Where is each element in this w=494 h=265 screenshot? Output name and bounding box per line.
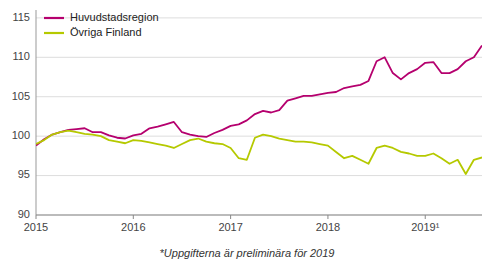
x-tick: [327, 215, 328, 219]
legend: Huvudstadsregion Övriga Finland: [44, 11, 159, 38]
grid-line: [36, 96, 482, 97]
line: [36, 131, 482, 174]
x-tick-label: 2017: [218, 221, 242, 233]
legend-label: Huvudstadsregion: [70, 11, 159, 23]
footnote: *Uppgifterna är preliminära för 2019: [160, 247, 335, 259]
x-tick-label: 2015: [24, 221, 48, 233]
grid-line: [36, 57, 482, 58]
x-axis-line: [36, 215, 482, 216]
y-tick-label: 100: [12, 129, 30, 141]
x-tick: [425, 215, 426, 219]
x-axis: 2015 2016 2017 2018 2019¹: [24, 215, 482, 233]
lines: [36, 45, 482, 174]
line: [36, 45, 482, 145]
y-tick-label: 110: [12, 50, 30, 62]
y-tick-label: 95: [18, 168, 30, 180]
legend-swatch: [44, 32, 64, 34]
x-tick: [36, 215, 37, 219]
grid-line: [36, 175, 482, 176]
y-tick-label: 90: [18, 208, 30, 220]
x-tick: [230, 215, 231, 219]
x-tick: [133, 215, 134, 219]
y-tick-label: 115: [12, 11, 30, 23]
x-tick-label: 2019¹: [411, 221, 439, 233]
y-axis-line: [36, 10, 37, 215]
x-tick-label: 2018: [316, 221, 340, 233]
legend-label: Övriga Finland: [70, 26, 142, 38]
legend-swatch: [44, 17, 64, 19]
x-tick-label: 2016: [121, 221, 145, 233]
grid-line: [36, 215, 482, 216]
chart: 90 95 100 105 110 115 2015 2016 2017 2018 2019¹ Huv…: [0, 0, 494, 265]
y-tick-label: 105: [12, 90, 30, 102]
y-axis: 90 95 100 105 110 115: [12, 10, 482, 220]
